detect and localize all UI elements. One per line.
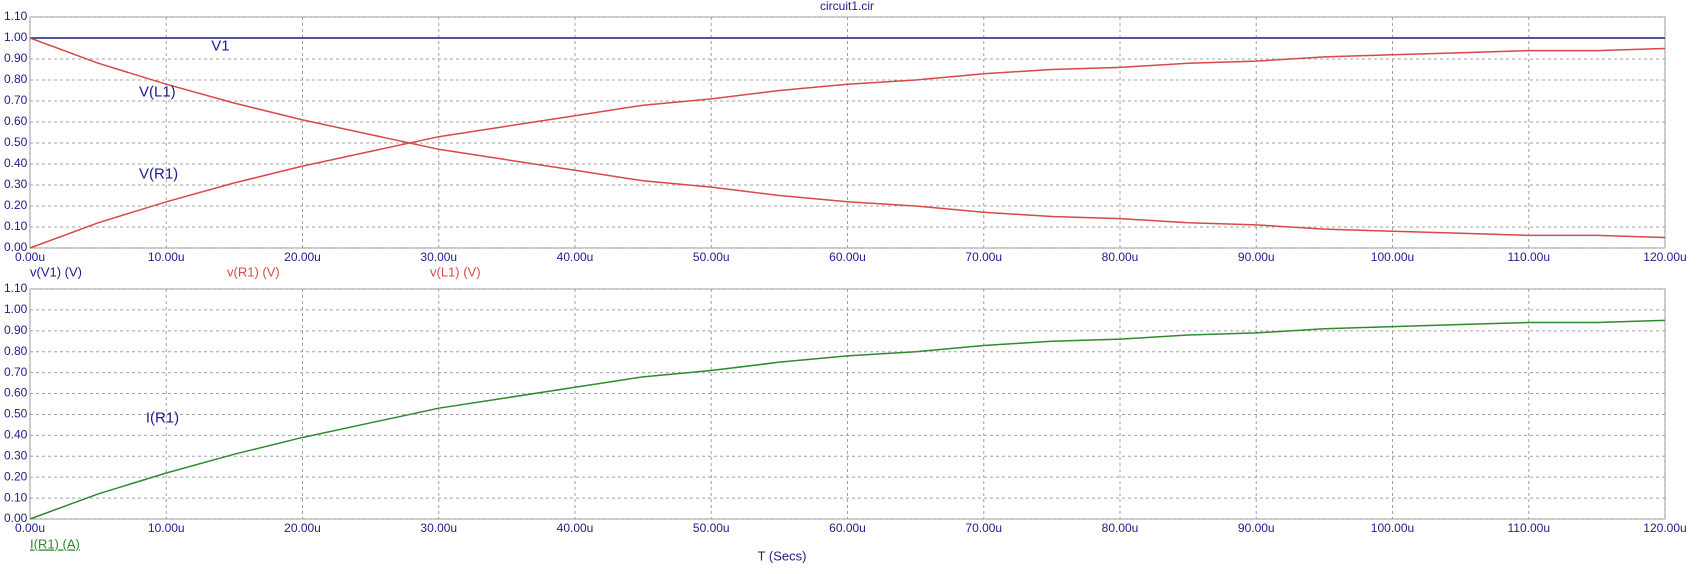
x-tick-label: 80.00u [1102,521,1139,535]
x-tick-label: 30.00u [420,250,457,264]
x-tick-label: 60.00u [829,521,866,535]
annotation: V(L1) [139,84,176,101]
legend-entry: v(R1) (V) [227,264,280,279]
y-tick-label: 0.40 [4,156,28,170]
legend-entry: v(V1) (V) [30,264,82,279]
y-tick-label: 0.70 [4,93,28,107]
y-tick-label: 0.10 [4,219,28,233]
y-tick-label: 0.20 [4,198,28,212]
y-tick-label: 0.60 [4,114,28,128]
chart-title: circuit1.cir [820,0,874,13]
y-tick-label: 0.80 [4,344,28,358]
y-tick-label: 0.50 [4,407,28,421]
y-tick-label: 1.10 [4,281,28,295]
x-tick-label: 20.00u [284,250,321,264]
x-tick-label: 0.00u [15,521,45,535]
annotation: V(R1) [139,165,178,182]
x-tick-label: 40.00u [557,521,594,535]
y-tick-label: 0.20 [4,469,28,483]
x-tick-label: 10.00u [148,250,185,264]
x-tick-label: 110.00u [1508,250,1551,264]
y-tick-label: 1.00 [4,30,28,44]
series-line [29,319,1666,520]
x-tick-label: 50.00u [693,250,730,264]
series-line [29,37,1666,239]
x-tick-label: 90.00u [1238,250,1275,264]
legend-entry: v(L1) (V) [430,264,481,279]
x-tick-label: 60.00u [829,250,866,264]
y-tick-label: 0.80 [4,72,28,86]
annotation: V1 [211,37,229,54]
x-tick-label: 90.00u [1238,521,1275,535]
y-tick-label: 0.90 [4,51,28,65]
x-tick-label: 120.00u [1643,250,1686,264]
x-tick-label: 50.00u [693,521,730,535]
x-tick-label: 40.00u [557,250,594,264]
y-tick-label: 0.50 [4,135,28,149]
y-tick-label: 1.10 [4,9,28,23]
x-tick-label: 20.00u [284,521,321,535]
x-tick-label: 110.00u [1508,521,1551,535]
legend-entry: I(R1) (A) [30,536,80,551]
y-tick-label: 1.00 [4,302,28,316]
x-tick-label: 100.00u [1371,250,1414,264]
y-tick-label: 0.00 [4,511,28,525]
y-tick-label: 0.00 [4,240,28,254]
x-tick-label: 120.00u [1643,521,1686,535]
x-tick-label: 100.00u [1371,521,1414,535]
y-tick-label: 0.60 [4,386,28,400]
series-line [29,47,1666,249]
y-tick-label: 0.30 [4,177,28,191]
y-tick-label: 0.70 [4,365,28,379]
y-tick-label: 0.40 [4,428,28,442]
y-tick-label: 0.10 [4,490,28,504]
x-tick-label: 0.00u [15,250,45,264]
y-tick-label: 0.90 [4,323,28,337]
x-tick-label: 70.00u [965,250,1002,264]
x-tick-label: 70.00u [965,521,1002,535]
x-tick-label: 30.00u [420,521,457,535]
annotation: I(R1) [146,410,179,427]
x-tick-label: 10.00u [148,521,185,535]
x-tick-label: 80.00u [1102,250,1139,264]
y-tick-label: 0.30 [4,448,28,462]
x-axis-label: T (Secs) [758,548,807,563]
